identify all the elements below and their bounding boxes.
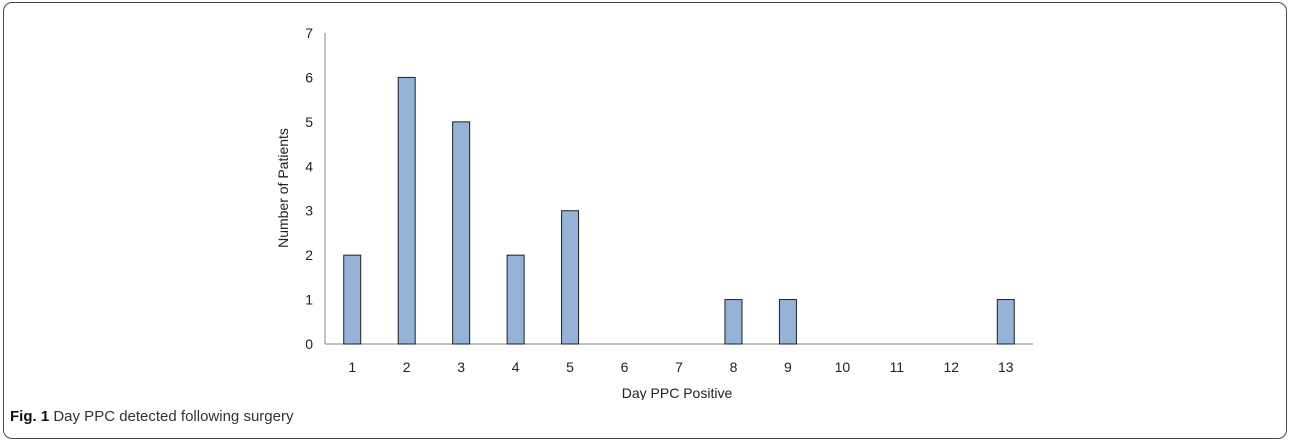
x-tick-label: 7 [675, 359, 683, 375]
y-tick-label: 3 [305, 203, 313, 219]
y-tick-label: 5 [305, 114, 313, 130]
x-tick-label: 4 [512, 359, 520, 375]
y-axis-title: Number of Patients [275, 128, 291, 248]
y-tick-label: 4 [305, 158, 313, 174]
figure-caption: Fig. 1 Day PPC detected following surger… [10, 408, 293, 425]
y-axis: 0 1 2 3 4 5 6 7 [305, 25, 326, 352]
x-tick-label: 5 [566, 359, 574, 375]
x-tick-label: 9 [784, 359, 792, 375]
x-tick-label: 10 [835, 359, 851, 375]
figure-label: Fig. 1 [10, 408, 50, 425]
x-tick-label: 8 [730, 359, 738, 375]
bar [397, 76, 416, 345]
x-tick-label: 6 [621, 359, 629, 375]
bar [996, 299, 1015, 345]
bar [724, 299, 743, 345]
y-tick-label: 0 [305, 336, 313, 352]
x-tick-label: 3 [457, 359, 465, 375]
x-axis-title: Day PPC Positive [622, 385, 733, 400]
figure-caption-text: Day PPC detected following surgery [53, 408, 294, 425]
bars [343, 76, 1015, 345]
y-tick-label: 2 [305, 247, 313, 263]
figure-frame [3, 2, 1287, 439]
x-tick-label: 1 [348, 359, 356, 375]
y-tick-label: 6 [305, 69, 313, 85]
bar [778, 299, 797, 345]
x-tick-label: 13 [998, 359, 1014, 375]
x-axis: 1 2 3 4 5 6 7 8 9 10 11 12 13 [325, 343, 1033, 375]
bar [561, 210, 580, 345]
x-tick-label: 2 [403, 359, 411, 375]
y-tick-label: 7 [305, 25, 313, 41]
bar [343, 254, 362, 345]
x-tick-label: 12 [944, 359, 960, 375]
bar [506, 254, 525, 345]
bar [452, 121, 471, 345]
x-tick-label: 11 [890, 359, 905, 375]
y-tick-label: 1 [305, 292, 313, 308]
